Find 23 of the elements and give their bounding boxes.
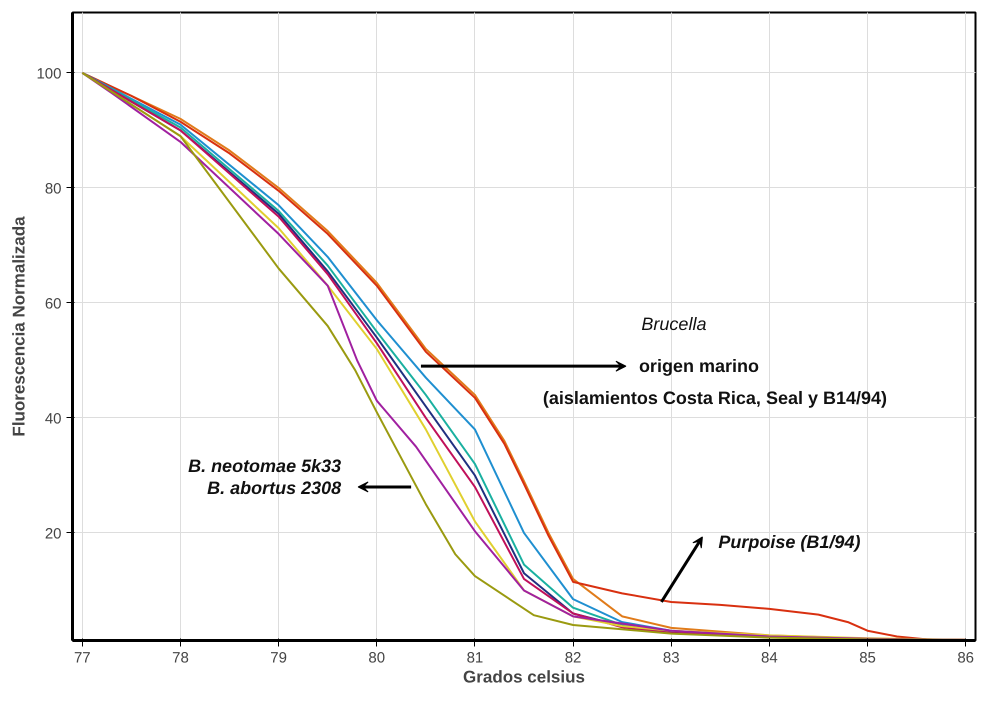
x-tick-label: 82	[564, 650, 582, 666]
y-tick-label: 80	[44, 180, 62, 198]
y-tick-label: 40	[44, 410, 62, 428]
x-tick-label: 78	[172, 650, 189, 666]
annotation: B. abortus 2308	[207, 478, 342, 498]
x-tick-label: 84	[761, 650, 778, 666]
x-tick-label: 85	[859, 650, 876, 666]
x-tick-label: 81	[466, 650, 484, 666]
x-tick-label: 77	[74, 650, 91, 666]
annotation: Brucella	[641, 314, 706, 334]
x-tick-label: 80	[368, 650, 386, 666]
y-tick-label: 100	[36, 65, 62, 82]
y-tick-label: 20	[44, 525, 62, 542]
y-axis-title: Fluorescencia Normalizada	[9, 216, 28, 437]
x-tick-label: 86	[957, 650, 974, 666]
y-tick-label: 60	[44, 295, 62, 312]
x-tick-label: 83	[662, 650, 680, 666]
annotation: (aislamientos Costa Rica, Seal y B14/94)	[542, 388, 888, 408]
x-tick-label: 79	[270, 650, 287, 666]
annotation: origen marino	[638, 356, 759, 376]
x-axis-title: Grados celsius	[463, 668, 585, 686]
annotation: B. neotomae 5k33	[188, 456, 342, 476]
annotation: Purpoise (B1/94)	[718, 532, 860, 552]
